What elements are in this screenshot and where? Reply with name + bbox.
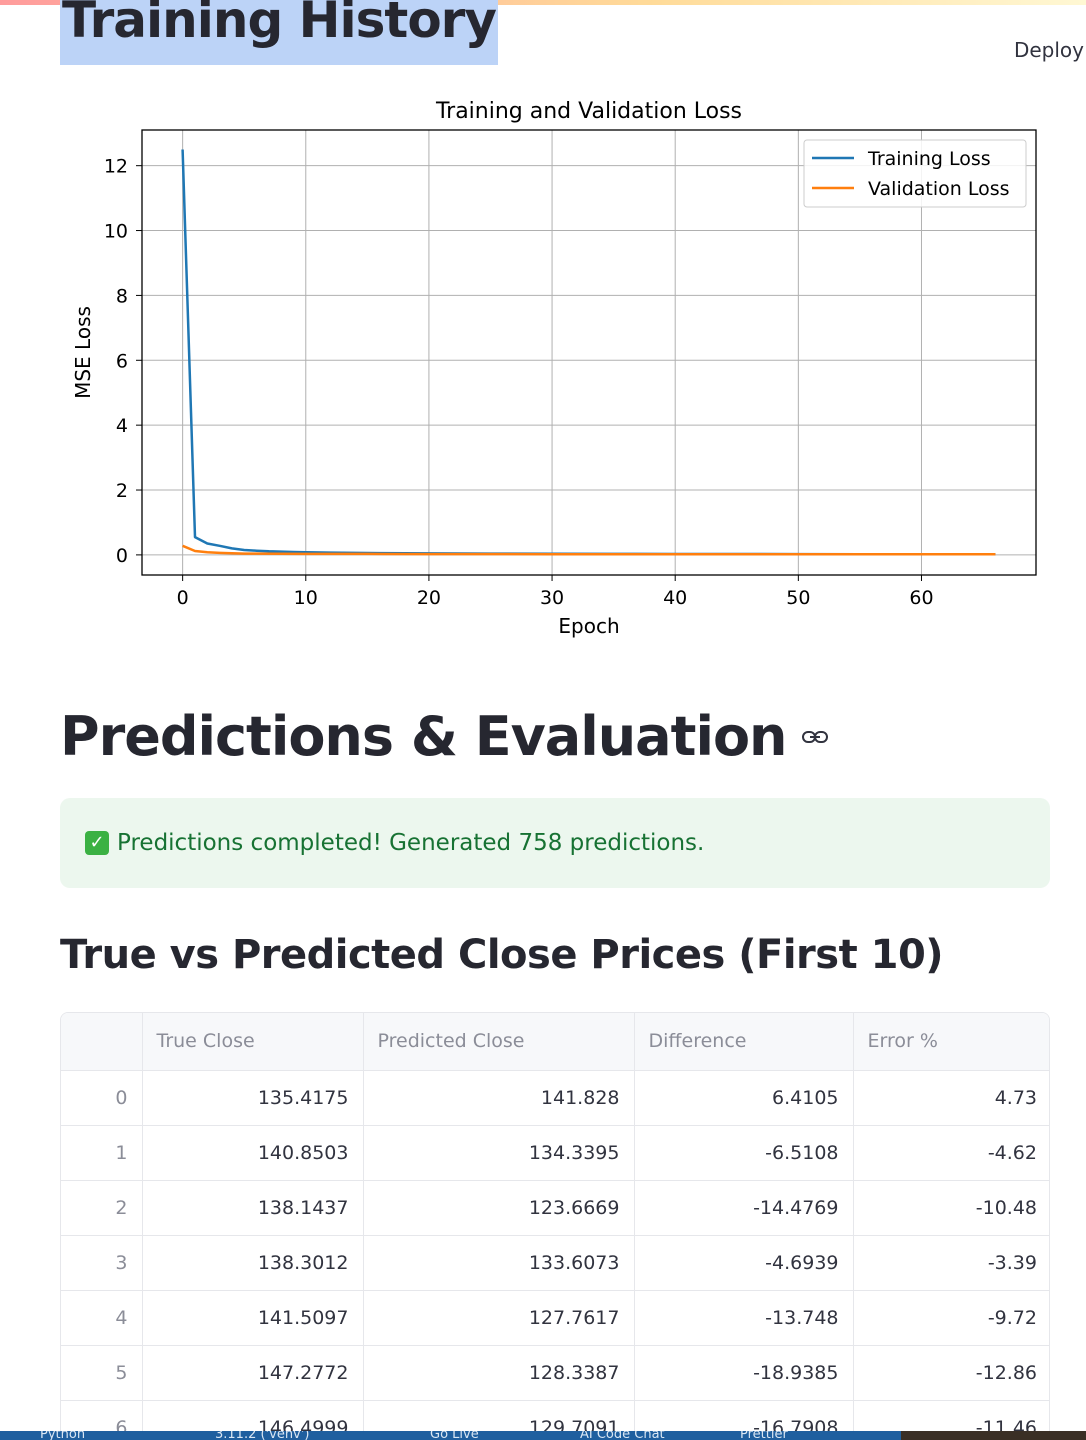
column-header-difference[interactable]: Difference	[634, 1013, 854, 1071]
y-tick-label: 2	[116, 480, 128, 502]
legend-box	[803, 139, 1027, 208]
row-index: 4	[61, 1290, 143, 1346]
status-ai-code-chat[interactable]: AI Code Chat	[580, 1431, 665, 1440]
cell-error-pct: -4.62	[853, 1125, 1049, 1181]
cell-true-close: 135.4175	[142, 1070, 364, 1126]
row-index: 2	[61, 1180, 143, 1236]
x-tick-label: 50	[786, 587, 810, 609]
table-row: 0 135.4175 141.828 6.4105 4.73	[61, 1070, 1049, 1126]
table-row: 1 140.8503 134.3395 -6.5108 -4.62	[61, 1125, 1049, 1181]
status-python[interactable]: Python	[40, 1431, 86, 1440]
x-tick-label: 10	[294, 587, 318, 609]
row-index: 0	[61, 1070, 143, 1126]
editor-status-bar: Python 3.11.2 ('venv') Go Live AI Code C…	[0, 1431, 1086, 1440]
chart-title: Training and Validation Loss	[435, 99, 742, 124]
y-tick-label: 4	[116, 415, 128, 437]
cell-true-close: 138.1437	[142, 1180, 364, 1236]
status-go-live[interactable]: Go Live	[430, 1431, 479, 1440]
y-tick-label: 12	[104, 156, 128, 178]
column-header-true-close[interactable]: True Close	[142, 1013, 364, 1071]
cell-difference: -13.748	[634, 1290, 854, 1346]
success-alert: ✓ Predictions completed! Generated 758 p…	[60, 798, 1050, 888]
table-row: 5 147.2772 128.3387 -18.9385 -12.86	[61, 1345, 1049, 1401]
link-icon[interactable]	[801, 728, 829, 746]
cell-difference: 6.4105	[634, 1070, 854, 1126]
cell-predicted-close: 133.6073	[363, 1235, 635, 1291]
row-index: 1	[61, 1125, 143, 1181]
cell-difference: -6.5108	[634, 1125, 854, 1181]
legend-label: Validation Loss	[868, 178, 1010, 200]
cell-predicted-close: 141.828	[363, 1070, 635, 1126]
y-tick-label: 6	[116, 350, 128, 372]
cell-true-close: 140.8503	[142, 1125, 364, 1181]
y-tick-label: 8	[116, 285, 128, 307]
cell-error-pct: -12.86	[853, 1345, 1049, 1401]
x-tick-label: 40	[663, 587, 687, 609]
x-tick-label: 20	[417, 587, 441, 609]
cell-predicted-close: 128.3387	[363, 1345, 635, 1401]
cell-error-pct: 4.73	[853, 1070, 1049, 1126]
y-tick-label: 10	[104, 221, 128, 243]
cell-difference: -14.4769	[634, 1180, 854, 1236]
cell-true-close: 147.2772	[142, 1345, 364, 1401]
cell-difference: -18.9385	[634, 1345, 854, 1401]
x-tick-label: 60	[909, 587, 933, 609]
table-heading: True vs Predicted Close Prices (First 10…	[60, 932, 944, 978]
row-index: 3	[61, 1235, 143, 1291]
status-prettier[interactable]: Prettier	[740, 1431, 788, 1440]
loss-chart-svg: 0 10 20 30 40 50 60 0 2 4 6 8 10 12 Training and Valid…	[71, 99, 1037, 638]
cell-difference: -4.6939	[634, 1235, 854, 1291]
column-header-error-pct[interactable]: Error %	[853, 1013, 1049, 1071]
success-message: Predictions completed! Generated 758 pre…	[117, 830, 705, 856]
y-axis-label: MSE Loss	[71, 306, 95, 399]
legend-label: Training Loss	[867, 148, 991, 170]
status-bar-dark-segment	[901, 1431, 1086, 1440]
cell-predicted-close: 134.3395	[363, 1125, 635, 1181]
loss-chart: 0 10 20 30 40 50 60 0 2 4 6 8 10 12 Training and Valid…	[60, 88, 1060, 648]
column-header-predicted-close[interactable]: Predicted Close	[363, 1013, 635, 1071]
cell-error-pct: -10.48	[853, 1180, 1049, 1236]
x-axis-label: Epoch	[558, 614, 619, 638]
predictions-table[interactable]: True Close Predicted Close Difference Er…	[60, 1012, 1050, 1440]
row-index: 5	[61, 1345, 143, 1401]
table-row: 3 138.3012 133.6073 -4.6939 -3.39	[61, 1235, 1049, 1291]
check-mark-icon: ✓	[85, 831, 109, 855]
column-header-index[interactable]	[61, 1013, 143, 1071]
table-header-row: True Close Predicted Close Difference Er…	[61, 1013, 1049, 1071]
cell-predicted-close: 123.6669	[363, 1180, 635, 1236]
predictions-heading: Predictions & Evaluation	[60, 705, 829, 768]
cell-error-pct: -9.72	[853, 1290, 1049, 1346]
cell-true-close: 141.5097	[142, 1290, 364, 1346]
validation-loss-line	[182, 544, 996, 556]
cell-error-pct: -3.39	[853, 1235, 1049, 1291]
plot-frame	[141, 129, 1037, 576]
deploy-button[interactable]: Deploy	[1013, 38, 1084, 62]
x-tick-label: 30	[540, 587, 564, 609]
predictions-heading-text: Predictions & Evaluation	[60, 705, 787, 768]
status-interpreter[interactable]: 3.11.2 ('venv')	[215, 1431, 310, 1440]
table-row: 2 138.1437 123.6669 -14.4769 -10.48	[61, 1180, 1049, 1236]
y-tick-label: 0	[116, 545, 128, 567]
x-tick-label: 0	[177, 587, 189, 609]
cell-predicted-close: 127.7617	[363, 1290, 635, 1346]
page-title: Training History	[60, 0, 498, 65]
top-decoration-bar	[0, 0, 1086, 5]
table-row: 4 141.5097 127.7617 -13.748 -9.72	[61, 1290, 1049, 1346]
cell-true-close: 138.3012	[142, 1235, 364, 1291]
training-loss-line	[181, 149, 996, 556]
